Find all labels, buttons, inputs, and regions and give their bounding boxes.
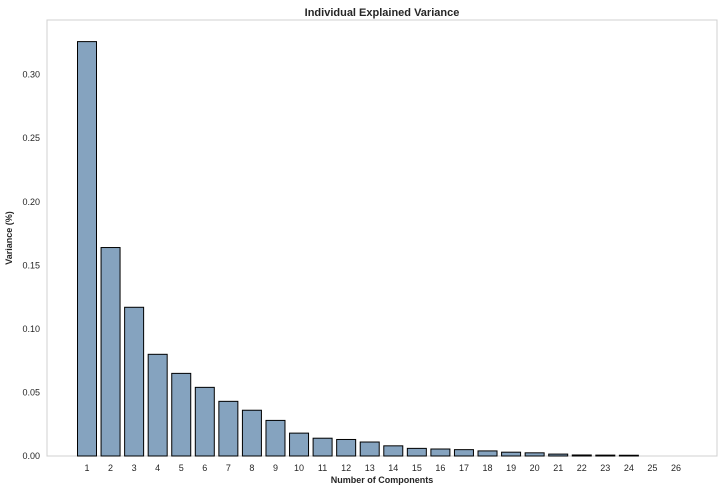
x-tick-label: 6 bbox=[202, 463, 207, 473]
x-tick-label: 23 bbox=[600, 463, 610, 473]
x-tick-label: 2 bbox=[108, 463, 113, 473]
x-tick-label: 11 bbox=[318, 463, 327, 473]
bar-1 bbox=[77, 41, 97, 457]
x-tick-label: 14 bbox=[388, 463, 398, 473]
x-tick-label: 3 bbox=[132, 463, 137, 473]
bar-19 bbox=[501, 451, 522, 457]
y-tick-label: 0.25 bbox=[22, 133, 40, 143]
y-tick-label: 0.00 bbox=[22, 451, 40, 461]
x-tick-label: 18 bbox=[483, 463, 493, 473]
x-tick-label: 25 bbox=[647, 463, 657, 473]
bar-17 bbox=[453, 449, 474, 457]
x-tick-label: 1 bbox=[84, 463, 89, 473]
x-tick-label: 9 bbox=[273, 463, 278, 473]
bar-13 bbox=[359, 441, 380, 457]
bar-24 bbox=[618, 454, 639, 457]
y-tick-label: 0.30 bbox=[22, 70, 40, 80]
bar-5 bbox=[171, 372, 192, 457]
bar-4 bbox=[147, 353, 168, 457]
x-tick-label: 24 bbox=[624, 463, 634, 473]
x-tick-label: 22 bbox=[577, 463, 587, 473]
bar-3 bbox=[124, 306, 145, 457]
x-tick-label: 17 bbox=[459, 463, 469, 473]
x-tick-label: 15 bbox=[412, 463, 422, 473]
x-tick-label: 20 bbox=[530, 463, 540, 473]
bar-15 bbox=[406, 447, 427, 457]
x-tick-label: 5 bbox=[179, 463, 184, 473]
y-tick-label: 0.20 bbox=[22, 197, 40, 207]
bar-8 bbox=[241, 409, 262, 457]
x-tick-label: 19 bbox=[506, 463, 516, 473]
bar-2 bbox=[100, 247, 121, 457]
bar-20 bbox=[524, 452, 545, 457]
x-tick-label: 16 bbox=[435, 463, 445, 473]
y-tick-label: 0.05 bbox=[22, 387, 40, 397]
x-tick-label: 10 bbox=[294, 463, 304, 473]
x-tick-label: 8 bbox=[249, 463, 254, 473]
x-tick-label: 7 bbox=[226, 463, 231, 473]
bar-22 bbox=[571, 454, 592, 457]
bar-9 bbox=[265, 419, 286, 457]
bar-18 bbox=[477, 450, 498, 457]
x-tick-label: 26 bbox=[671, 463, 681, 473]
bar-12 bbox=[336, 438, 357, 457]
bar-6 bbox=[194, 386, 215, 457]
y-tick-label: 0.15 bbox=[22, 260, 40, 270]
x-tick-label: 12 bbox=[341, 463, 351, 473]
chart-title: Individual Explained Variance bbox=[305, 7, 460, 19]
y-axis-label: Variance (%) bbox=[4, 211, 14, 265]
bar-16 bbox=[430, 448, 451, 457]
y-tick-label: 0.10 bbox=[22, 324, 40, 334]
bar-23 bbox=[595, 454, 616, 457]
bar-10 bbox=[289, 432, 310, 457]
bar-21 bbox=[548, 453, 569, 457]
x-tick-label: 13 bbox=[365, 463, 375, 473]
x-axis-label: Number of Components bbox=[331, 475, 434, 485]
x-tick-label: 4 bbox=[155, 463, 160, 473]
bar-7 bbox=[218, 400, 239, 457]
plot-area bbox=[46, 19, 718, 457]
bar-11 bbox=[312, 437, 333, 457]
x-tick-label: 21 bbox=[553, 463, 563, 473]
bar-14 bbox=[383, 445, 404, 457]
